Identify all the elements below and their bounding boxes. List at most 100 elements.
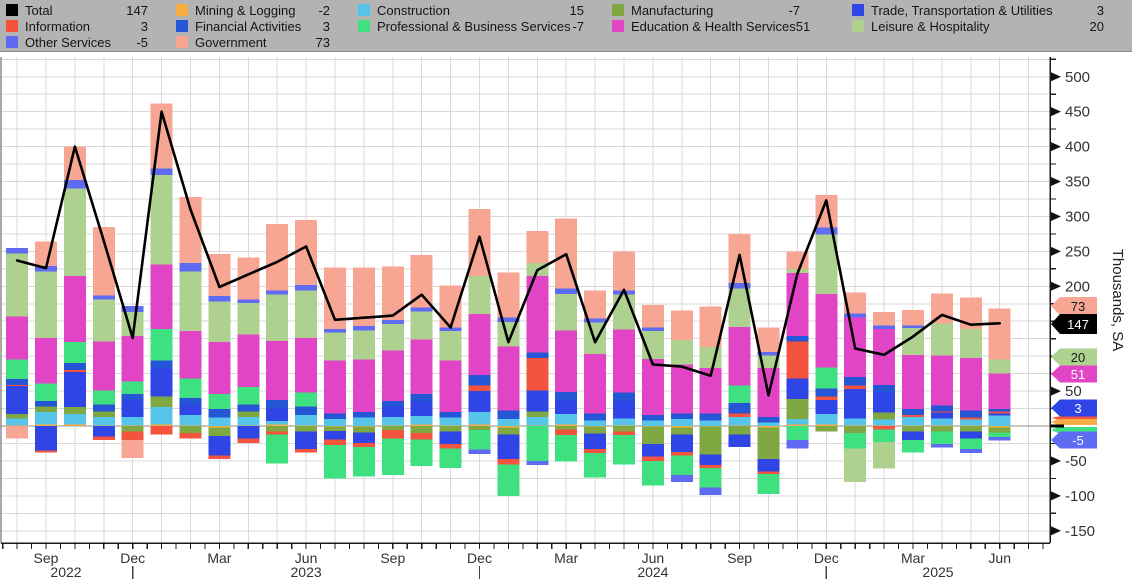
value-badge bbox=[1051, 314, 1097, 334]
legend-label: Leisure & Hospitality bbox=[871, 18, 990, 34]
legend-value: 3 bbox=[322, 18, 330, 34]
legend-item-manufacturing: Manufacturing -7 bbox=[612, 2, 852, 18]
y-tick-label: 250 bbox=[1065, 243, 1090, 260]
bar-sep-2023 bbox=[381, 266, 404, 475]
value-badge bbox=[1051, 399, 1097, 417]
legend-value: 51 bbox=[795, 18, 811, 34]
bar-mar-2023 bbox=[208, 254, 231, 459]
bar-aug-2023 bbox=[352, 267, 375, 477]
bar-nov-2022 bbox=[92, 226, 115, 440]
y-tick-label: 450 bbox=[1065, 104, 1090, 121]
y-tick-arrow-icon bbox=[1051, 281, 1061, 291]
value-badge-text: 147 bbox=[1067, 317, 1089, 332]
x-tick-label: Dec bbox=[467, 550, 492, 566]
y-tick-label: -100 bbox=[1065, 488, 1095, 505]
value-badge-text: 51 bbox=[1071, 367, 1085, 382]
total-line bbox=[15, 110, 1002, 397]
legend-item-information: Information 3 bbox=[6, 18, 176, 34]
x-tick-label: Sep bbox=[727, 550, 752, 566]
bar-may-2023 bbox=[266, 224, 289, 464]
value-badge-text: 73 bbox=[1071, 299, 1085, 314]
year-label: 2025 bbox=[922, 564, 953, 580]
legend-item-government: Government 73 bbox=[176, 34, 358, 50]
x-tick-label: Dec bbox=[814, 550, 839, 566]
value-badge bbox=[1051, 297, 1097, 315]
legend-item-education-health-services: Education & Health Services 51 bbox=[612, 18, 852, 34]
legend-value: 15 bbox=[569, 2, 584, 18]
legend-swatch-icon bbox=[612, 20, 624, 32]
legend-swatch-icon bbox=[176, 20, 188, 32]
y-tick-label: 50 bbox=[1065, 383, 1082, 400]
value-badge bbox=[1051, 365, 1097, 383]
year-label: 2023 bbox=[291, 564, 322, 580]
bar-jun-2025 bbox=[988, 308, 1011, 441]
legend-swatch-icon bbox=[358, 20, 370, 32]
y-tick-arrow-icon bbox=[1051, 491, 1061, 501]
legend-label: Construction bbox=[377, 2, 450, 18]
bar-jul-2023 bbox=[324, 267, 346, 479]
x-tick-label: Jun bbox=[642, 550, 665, 566]
zero-dash bbox=[1051, 424, 1064, 428]
value-badge-text: 3 bbox=[1074, 401, 1081, 416]
legend-item-trade-transportation-utilities: Trade, Transportation & Utilities 3 bbox=[852, 2, 1132, 18]
y-axis: 500 450 400 350 300 250 200 50 -50 -100 -150 bbox=[1050, 58, 1095, 540]
bar-mar-2025 bbox=[902, 310, 924, 453]
y-tick-label: -50 bbox=[1065, 453, 1087, 470]
x-tick-label: Sep bbox=[380, 550, 405, 566]
x-tick-label: Jun bbox=[988, 550, 1011, 566]
x-tick-label: Mar bbox=[207, 550, 231, 566]
y-tick-arrow-icon bbox=[1051, 211, 1061, 221]
legend-label: Information bbox=[25, 18, 91, 34]
x-tick-label: Mar bbox=[901, 550, 925, 566]
bar-jul-2024 bbox=[670, 310, 693, 482]
x-tick-label: Jun bbox=[295, 550, 318, 566]
legend-label: Trade, Transportation & Utilities bbox=[871, 2, 1053, 18]
bar-dec-2022 bbox=[121, 305, 144, 459]
legend-swatch-icon bbox=[6, 4, 18, 16]
legend-label: Total bbox=[25, 2, 53, 18]
y-tick-arrow-icon bbox=[1051, 386, 1061, 396]
y-axis-title: Thousands, SA bbox=[1109, 249, 1126, 352]
value-badge bbox=[1051, 348, 1097, 366]
legend-swatch-icon bbox=[176, 36, 188, 48]
y-tick-arrow-icon bbox=[1051, 526, 1061, 536]
bar-feb-2023 bbox=[179, 196, 202, 439]
legend-value: 147 bbox=[126, 2, 148, 18]
bar-apr-2023 bbox=[237, 257, 260, 443]
legend-value: -7 bbox=[572, 18, 584, 34]
legend-label: Other Services bbox=[25, 34, 111, 50]
y-tick-arrow-icon bbox=[1051, 72, 1061, 82]
bar-aug-2024 bbox=[699, 306, 722, 496]
x-axis-labels: Sep Dec Mar Jun Sep Dec Mar Jun Sep Dec Mar Jun 2022… bbox=[34, 550, 1011, 580]
legend-swatch-icon bbox=[612, 4, 624, 16]
year-label: 2022 bbox=[50, 564, 81, 580]
y-axis-title: Thousands, SA bbox=[1109, 249, 1126, 352]
value-strip bbox=[1051, 416, 1097, 420]
legend-value: 73 bbox=[315, 34, 330, 50]
bar-sep-2024 bbox=[728, 233, 751, 447]
stacked-bar-line-chart: Sep Dec Mar Jun Sep Dec Mar Jun Sep Dec Mar Jun 2022… bbox=[0, 52, 1132, 580]
legend-value: 3 bbox=[140, 18, 148, 34]
bar-sep-2022 bbox=[35, 241, 57, 453]
bar-oct-2022 bbox=[63, 146, 86, 426]
bar-jun-2023 bbox=[295, 219, 318, 453]
value-badge bbox=[1051, 431, 1097, 449]
legend-swatch-icon bbox=[852, 20, 864, 32]
value-badge-text: 20 bbox=[1071, 350, 1085, 365]
bar-dec-2024 bbox=[815, 194, 838, 432]
bar-may-2025 bbox=[959, 297, 982, 454]
bar-nov-2023 bbox=[439, 285, 462, 468]
bar-aug-2022 bbox=[6, 247, 29, 439]
bar-feb-2025 bbox=[873, 312, 896, 469]
bar-apr-2025 bbox=[930, 293, 953, 448]
legend-item-mining-logging: Mining & Logging -2 bbox=[176, 2, 358, 18]
x-axis-ticks bbox=[2, 543, 1044, 549]
legend-swatch-icon bbox=[6, 36, 18, 48]
y-tick-arrow-icon bbox=[1051, 142, 1061, 152]
y-tick-label: 500 bbox=[1065, 69, 1090, 86]
legend-label: Mining & Logging bbox=[195, 2, 296, 18]
legend-swatch-icon bbox=[852, 4, 864, 16]
legend-label: Financial Activities bbox=[195, 18, 302, 34]
legend-value: -5 bbox=[136, 34, 148, 50]
